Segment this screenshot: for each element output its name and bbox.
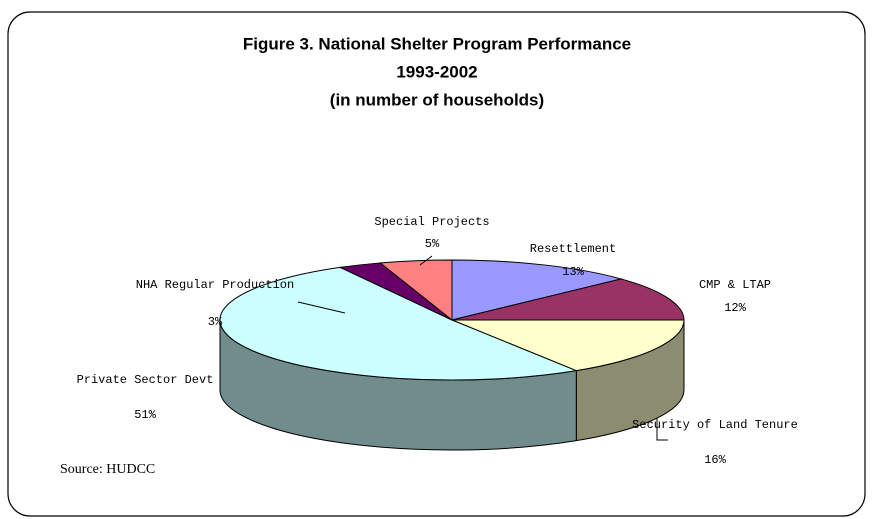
slice	[219, 266, 579, 381]
slice	[451, 319, 685, 372]
chart-title: (in number of households)	[330, 90, 544, 109]
slice-value-label: 5%	[425, 237, 440, 251]
slice-value-label: 3%	[208, 315, 223, 329]
chart-title: 1993-2002	[396, 62, 477, 81]
slice-value-label: 13%	[562, 265, 584, 279]
slice-label: CMP & LTAP	[699, 278, 771, 292]
chart-title: Figure 3. National Shelter Program Perfo…	[243, 34, 631, 53]
slice-label: Special Projects	[374, 215, 489, 229]
leader-line	[419, 255, 433, 266]
slice	[451, 278, 685, 321]
slice	[451, 259, 624, 321]
slice-value-label: 12%	[724, 301, 746, 315]
slice-label: Security of Land Tenure	[632, 418, 798, 432]
source: Source: HUDCC	[60, 462, 155, 477]
slice	[379, 259, 453, 322]
leader-line	[656, 418, 668, 441]
slice-label: NHA Regular Production	[136, 278, 294, 292]
leader-line	[297, 301, 346, 314]
slice-value-label: 51%	[134, 408, 156, 422]
slice-label: Private Sector Devt	[77, 373, 214, 387]
slice-label: Resettlement	[530, 242, 616, 256]
slice-value-label: 16%	[704, 453, 726, 467]
